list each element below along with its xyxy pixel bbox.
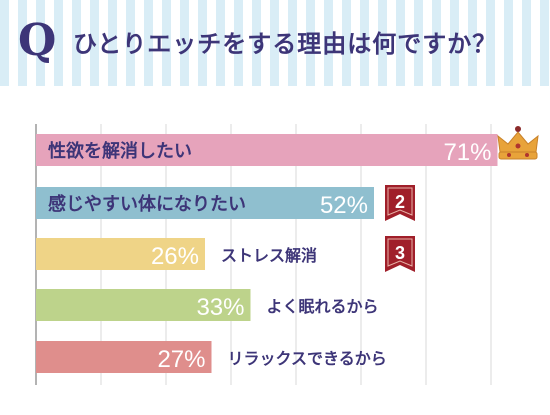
- rank-label: 3: [395, 243, 405, 263]
- crown-icon: [497, 126, 539, 160]
- bar-chart: 71% 性欲を解消したい 52% 感じやすい体になりたい 26% ストレス解消 33% よく眠…: [35, 124, 539, 385]
- category-label: ストレス解消: [221, 246, 317, 265]
- rank-badge-border: [387, 187, 413, 216]
- title-banner: Q ひとりエッチをする理由は何ですか？: [0, 0, 550, 86]
- value-label: 71%: [443, 139, 491, 166]
- category-label: よく眠れるから: [267, 297, 379, 316]
- bar: [36, 238, 205, 270]
- category-label: 感じやすい体になりたい: [48, 193, 246, 215]
- question-title: ひとりエッチをする理由は何ですか？: [73, 30, 498, 58]
- rank-badge-border: [387, 238, 413, 267]
- bar: [36, 134, 498, 166]
- q-mark: Q: [18, 15, 57, 66]
- rank-label: 2: [395, 192, 405, 212]
- value-label: 26%: [151, 243, 199, 270]
- value-label: 52%: [320, 192, 368, 219]
- category-label: リラックスできるから: [228, 349, 387, 368]
- rank-badge: [385, 185, 415, 221]
- value-label: 27%: [157, 346, 205, 373]
- bar: [36, 187, 374, 219]
- bar: [36, 289, 251, 321]
- category-label: 性欲を解消したい: [48, 140, 192, 162]
- rank-badge: [385, 236, 415, 272]
- chart-area: 71% 性欲を解消したい 52% 感じやすい体になりたい 26% ストレス解消 33% よく眠…: [0, 86, 550, 415]
- value-label: 33%: [196, 294, 244, 321]
- bar: [36, 341, 212, 373]
